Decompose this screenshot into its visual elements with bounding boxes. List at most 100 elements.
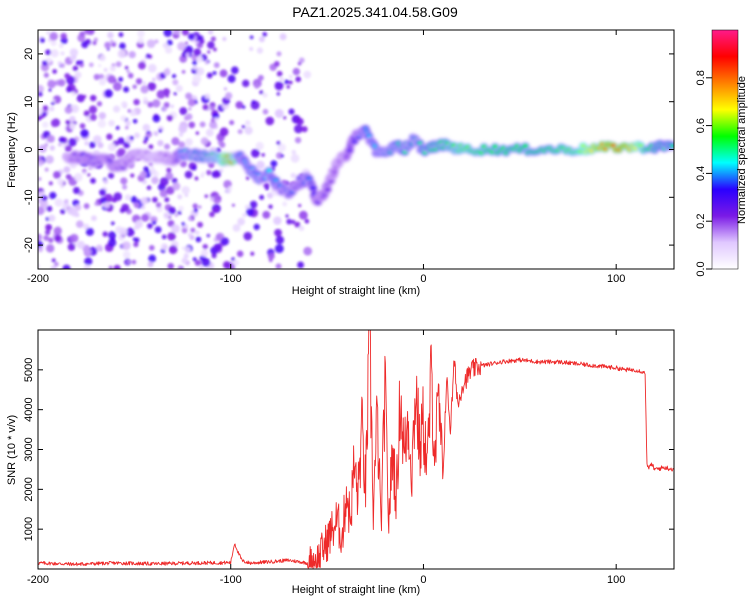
spectrogram-cell xyxy=(87,173,91,177)
spectrogram-cell xyxy=(209,120,218,129)
spectrogram-cell xyxy=(146,130,150,134)
spectrogram-cell xyxy=(291,219,296,225)
spectrogram-cell xyxy=(64,106,73,114)
spectrogram-cell xyxy=(71,91,76,97)
spectrogram-cell xyxy=(522,144,529,148)
spectrogram-cell xyxy=(276,70,283,77)
spectrogram-cell xyxy=(83,110,90,117)
spectrogram-cell xyxy=(137,37,145,44)
spectrogram-cell xyxy=(225,92,233,100)
spectrogram-cell xyxy=(273,60,280,67)
spectrogram-cell xyxy=(41,195,48,202)
spectrogram-cell xyxy=(174,213,179,217)
spectrogram-cell xyxy=(296,117,304,126)
spectrogram-heatmap xyxy=(38,30,674,269)
spectrogram-cell xyxy=(201,171,206,176)
spectrogram-cell xyxy=(69,48,79,57)
spectrogram-cell xyxy=(74,204,82,211)
spectrogram-cell xyxy=(110,39,114,43)
spectrogram-cell xyxy=(154,39,159,44)
spectrogram-cell xyxy=(52,99,56,103)
spectrogram-cell xyxy=(294,136,302,144)
spectrogram-cell xyxy=(128,51,136,59)
spectrogram-cell xyxy=(123,86,130,93)
spectrogram-cell xyxy=(209,211,215,218)
spectrogram-cell xyxy=(140,196,149,205)
spectrogram-cell xyxy=(124,66,129,70)
spectrogram-cell xyxy=(219,69,228,78)
colorbar-tick-label: 0.4 xyxy=(695,166,707,181)
spectrogram-cell xyxy=(170,224,180,234)
spectrogram-cell xyxy=(160,243,168,251)
spectrogram-cell xyxy=(147,101,154,108)
spectrogram-cell xyxy=(282,201,288,207)
spectrogram-cell xyxy=(188,107,192,111)
spectrogram-cell xyxy=(118,32,124,38)
spectrogram-cell xyxy=(54,198,63,207)
spectrogram-cell xyxy=(164,143,171,150)
spectrogram-cell xyxy=(151,176,159,185)
snr-panel: -200 -100 0 100 1000 2000 3000 4000 5000 Height … xyxy=(6,329,675,596)
spectrogram-cell xyxy=(142,81,147,85)
spectrogram-cell xyxy=(184,246,191,253)
spectrogram-cell xyxy=(187,98,196,107)
spectrogram-cell xyxy=(89,94,97,102)
spectrogram-cell xyxy=(205,128,214,137)
spectrogram-cell xyxy=(98,78,107,86)
spectrogram-cell xyxy=(79,123,86,129)
spectrogram-cell xyxy=(47,38,52,43)
spectrogram-cell xyxy=(49,191,57,200)
spectrogram-cell xyxy=(235,101,244,109)
spectrogram-cell xyxy=(75,60,81,66)
spectrogram-cell xyxy=(65,119,71,126)
spectrogram-cell xyxy=(241,105,246,109)
chart-title: PAZ1.2025.341.04.58.G09 xyxy=(292,4,458,20)
spectrogram-cell xyxy=(171,137,180,146)
spectrogram-cell xyxy=(178,132,184,137)
spectrogram-cell xyxy=(237,217,246,226)
spectrogram-cell xyxy=(107,31,114,39)
spectrogram-cell xyxy=(58,142,62,147)
spectrogram-cell xyxy=(129,109,137,117)
spectrogram-cell xyxy=(219,141,226,148)
spectrogram-cell xyxy=(103,67,108,73)
spectrogram-cell xyxy=(173,92,177,96)
spectrogram-cell xyxy=(50,101,55,106)
spectrogram-cell xyxy=(255,141,264,151)
spectrogram-cell xyxy=(192,74,202,84)
spectrogram-cell xyxy=(243,231,253,241)
spectrogram-xtick-label: 100 xyxy=(607,273,625,285)
spectrogram-cell xyxy=(210,196,215,202)
spectrogram-cell xyxy=(44,229,51,236)
spectrogram-cell xyxy=(99,196,107,204)
spectrogram-cell xyxy=(181,227,188,234)
spectrogram-cell xyxy=(286,85,291,89)
snr-xtick-label: -200 xyxy=(27,574,49,586)
spectrogram-cell xyxy=(79,31,86,37)
spectrogram-cell xyxy=(195,131,200,135)
spectrogram-cell xyxy=(46,30,51,35)
spectrogram-cell xyxy=(166,167,172,173)
spectrogram-cell xyxy=(164,197,170,203)
spectrogram-cell xyxy=(204,60,209,65)
spectrogram-cell xyxy=(244,126,253,135)
spectrogram-cell xyxy=(193,208,198,213)
spectrogram-cell xyxy=(103,179,109,185)
spectrogram-cell xyxy=(85,248,92,256)
spectrogram-cell xyxy=(293,124,303,134)
spectrogram-cell xyxy=(98,112,107,120)
spectrogram-cell xyxy=(50,49,59,58)
spectrogram-cell xyxy=(249,200,258,209)
spectrogram-cell xyxy=(95,244,103,252)
spectrogram-cell xyxy=(187,216,193,221)
spectrogram-cell xyxy=(177,210,182,215)
spectrogram-cell xyxy=(162,42,169,49)
spectrogram-cell xyxy=(44,167,49,172)
spectrogram-cell xyxy=(277,143,287,152)
spectrogram-cell xyxy=(96,101,103,107)
snr-axes: -200 -100 0 100 1000 2000 3000 4000 5000 xyxy=(23,330,674,586)
spectrogram-cell xyxy=(62,264,71,269)
spectrogram-cell xyxy=(103,201,110,209)
spectrogram-cell xyxy=(231,257,236,262)
spectrogram-cell xyxy=(64,73,71,79)
